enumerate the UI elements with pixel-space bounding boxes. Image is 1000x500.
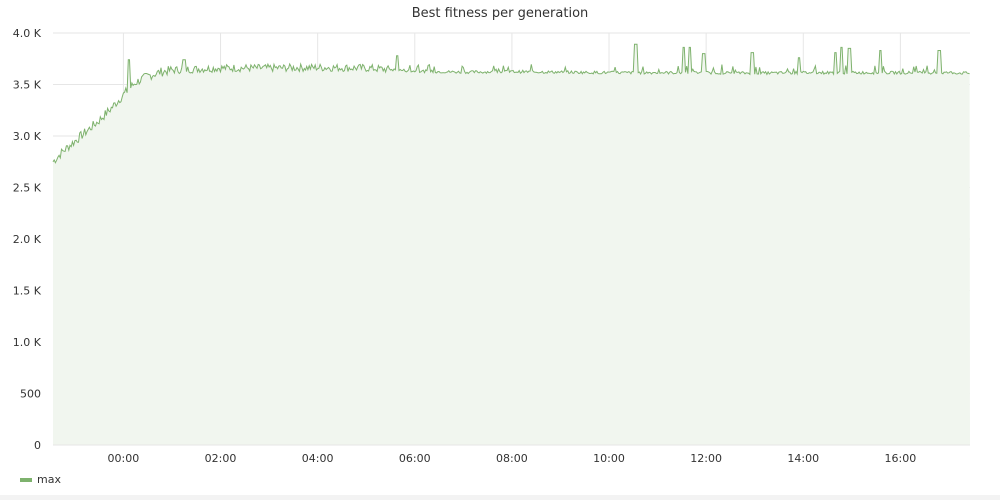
y-tick-label: 2.0 K	[13, 233, 42, 246]
y-tick-label: 1.0 K	[13, 336, 42, 349]
x-tick-label: 10:00	[593, 452, 625, 465]
x-tick-label: 04:00	[302, 452, 334, 465]
x-tick-label: 08:00	[496, 452, 528, 465]
x-tick-label: 06:00	[399, 452, 431, 465]
y-tick-label: 2.5 K	[13, 182, 42, 195]
y-tick-label: 500	[20, 388, 41, 401]
series-max-line	[52, 43, 970, 164]
y-tick-label: 4.0 K	[13, 27, 42, 40]
series-max-area	[53, 44, 970, 446]
panel-bottom-border	[0, 495, 1000, 500]
legend[interactable]: max	[20, 473, 61, 486]
y-tick-label: 3.0 K	[13, 130, 42, 143]
y-tick-label: 1.5 K	[13, 285, 42, 298]
chart-title: Best fitness per generation	[411, 6, 589, 21]
legend-swatch-max	[20, 477, 32, 482]
legend-label-max[interactable]: max	[37, 473, 61, 486]
x-tick-label: 00:00	[108, 452, 140, 465]
y-tick-label: 0	[34, 439, 41, 452]
x-tick-label: 16:00	[885, 452, 917, 465]
x-tick-label: 12:00	[690, 452, 722, 465]
y-tick-label: 3.5 K	[13, 79, 42, 92]
x-tick-label: 02:00	[205, 452, 237, 465]
x-tick-label: 14:00	[787, 452, 819, 465]
